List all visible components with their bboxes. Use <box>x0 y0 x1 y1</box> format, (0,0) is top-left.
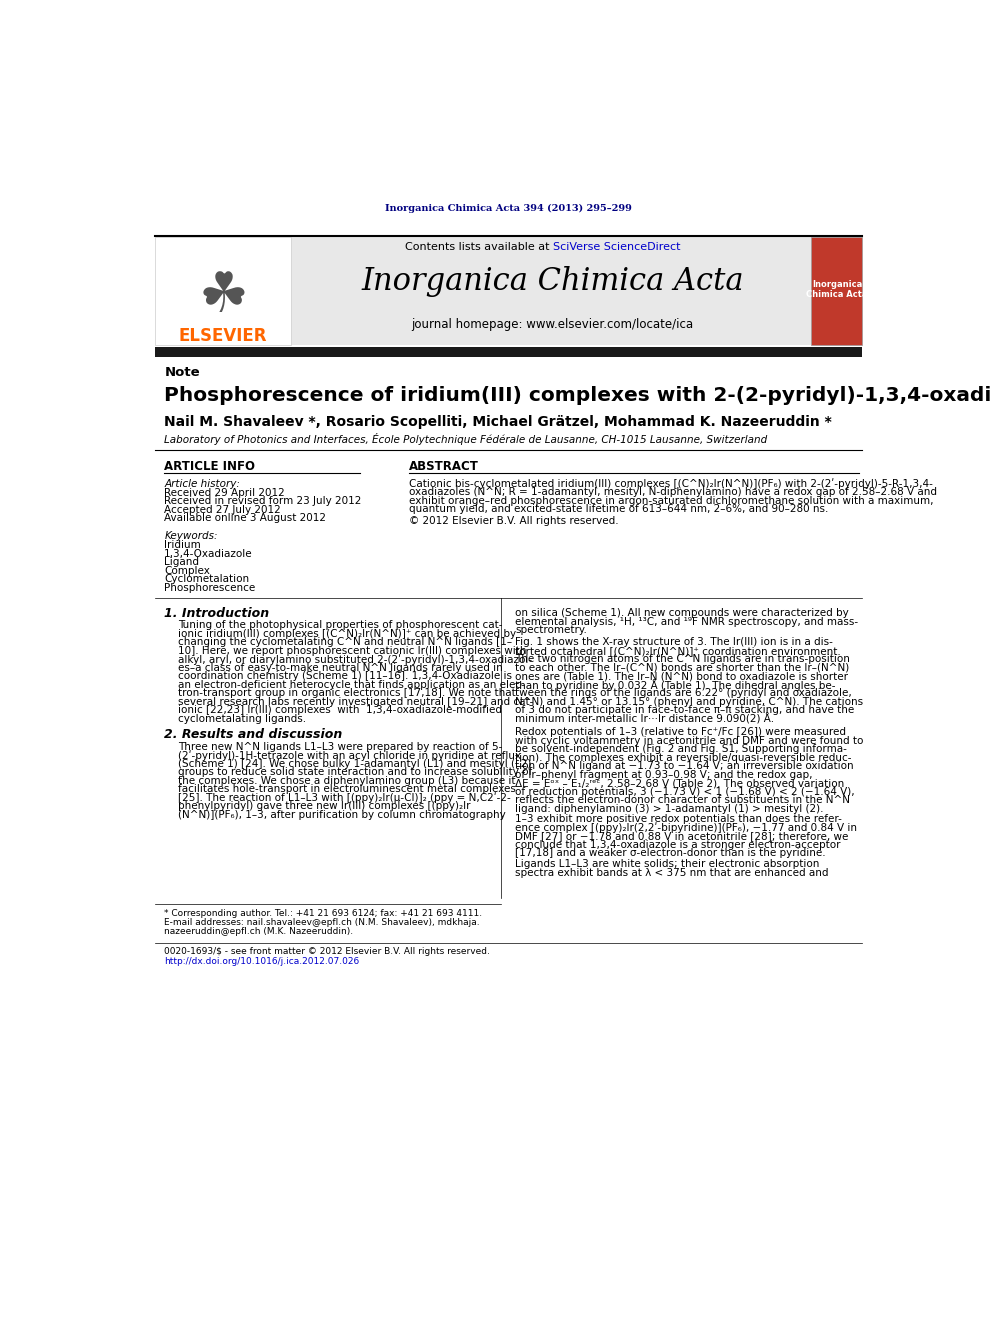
Text: elemental analysis, ¹H, ¹³C, and ¹⁹F NMR spectroscopy, and mass-: elemental analysis, ¹H, ¹³C, and ¹⁹F NMR… <box>516 617 858 627</box>
FancyBboxPatch shape <box>811 237 862 345</box>
Text: several research labs recently investigated neutral [19–21] and cat-: several research labs recently investiga… <box>179 697 534 706</box>
Text: journal homepage: www.elsevier.com/locate/ica: journal homepage: www.elsevier.com/locat… <box>412 318 693 331</box>
Text: an electron-deficient heterocycle that finds application as an elec-: an electron-deficient heterocycle that f… <box>179 680 525 689</box>
Text: ARTICLE INFO: ARTICLE INFO <box>165 460 255 474</box>
Text: alkyl, aryl, or diarylamino substituted 2-(2ʹ-pyridyl)-1,3,4-oxadiazol-: alkyl, aryl, or diarylamino substituted … <box>179 654 533 664</box>
Text: tron-transport group in organic electronics [17,18]. We note that: tron-transport group in organic electron… <box>179 688 516 699</box>
Text: Cyclometalation: Cyclometalation <box>165 574 249 585</box>
Text: Received in revised form 23 July 2012: Received in revised form 23 July 2012 <box>165 496 362 507</box>
Text: (Scheme 1) [24]. We chose bulky 1-adamantyl (L1) and mesityl (L2): (Scheme 1) [24]. We chose bulky 1-adaman… <box>179 759 532 769</box>
Text: with cyclic voltammetry in acetonitrile and DMF and were found to: with cyclic voltammetry in acetonitrile … <box>516 736 864 746</box>
Text: (N^N)](PF₆), 1–3, after purification by column chromatography: (N^N)](PF₆), 1–3, after purification by … <box>179 810 506 820</box>
Text: Phosphorescence of iridium(III) complexes with 2-(2-pyridyl)-1,3,4-oxadiazoles: Phosphorescence of iridium(III) complexe… <box>165 386 992 405</box>
Text: oxadiazoles (N^N; R = 1-adamantyl, mesityl, N-diphenylamino) have a redox gap of: oxadiazoles (N^N; R = 1-adamantyl, mesit… <box>409 487 937 497</box>
Text: spectrometry.: spectrometry. <box>516 624 587 635</box>
FancyBboxPatch shape <box>155 237 291 345</box>
Text: DMF [27] or −1.78 and 0.88 V in acetonitrile [28]; therefore, we: DMF [27] or −1.78 and 0.88 V in acetonit… <box>516 831 849 841</box>
Text: Tuning of the photophysical properties of phosphorescent cat-: Tuning of the photophysical properties o… <box>179 620 503 630</box>
Text: ligand: diphenylamino (3) > 1-adamantyl (1) > mesityl (2).: ligand: diphenylamino (3) > 1-adamantyl … <box>516 803 824 814</box>
Text: ionic [22,23] Ir(III) complexes  with  1,3,4-oxadiazole-modified: ionic [22,23] Ir(III) complexes with 1,3… <box>179 705 502 714</box>
Text: Contents lists available at: Contents lists available at <box>405 242 553 253</box>
Text: Ligand: Ligand <box>165 557 199 568</box>
Text: es–a class of easy-to-make neutral N^N ligands rarely used in: es–a class of easy-to-make neutral N^N l… <box>179 663 503 672</box>
Text: Fig. 1 shows the X-ray structure of 3. The Ir(III) ion is in a dis-: Fig. 1 shows the X-ray structure of 3. T… <box>516 638 833 647</box>
Text: reflects the electron-donor character of substituents in the N^N: reflects the electron-donor character of… <box>516 795 850 806</box>
Text: torted octahedral [(C^N)₂Ir(N^N)]⁺ coordination environment.: torted octahedral [(C^N)₂Ir(N^N)]⁺ coord… <box>516 646 841 656</box>
Text: E-mail addresses: nail.shavaleev@epfl.ch (N.M. Shavaleev), mdkhaja.: E-mail addresses: nail.shavaleev@epfl.ch… <box>165 918 480 927</box>
Text: ΔE = Eᵒˣ – E₁/₂ʳᵉᶜ, 2.58–2.68 V (Table 2). The observed variation: ΔE = Eᵒˣ – E₁/₂ʳᵉᶜ, 2.58–2.68 V (Table 2… <box>516 778 844 789</box>
Text: Accepted 27 July 2012: Accepted 27 July 2012 <box>165 505 281 515</box>
Text: conclude that 1,3,4-oxadiazole is a stronger electron-acceptor: conclude that 1,3,4-oxadiazole is a stro… <box>516 840 841 849</box>
Text: © 2012 Elsevier B.V. All rights reserved.: © 2012 Elsevier B.V. All rights reserved… <box>409 516 619 525</box>
Text: tion of N^N ligand at −1.73 to −1.64 V; an irreversible oxidation: tion of N^N ligand at −1.73 to −1.64 V; … <box>516 761 854 771</box>
Text: Redox potentials of 1–3 (relative to Fc⁺/Fc [26]) were measured: Redox potentials of 1–3 (relative to Fc⁺… <box>516 728 846 737</box>
Text: exhibit orange–red phosphorescence in argon-saturated dichloromethane solution w: exhibit orange–red phosphorescence in ar… <box>409 496 933 505</box>
Text: 2. Results and discussion: 2. Results and discussion <box>165 728 342 741</box>
Text: Phosphorescence: Phosphorescence <box>165 582 256 593</box>
Text: 1–3 exhibit more positive redox potentials than does the refer-: 1–3 exhibit more positive redox potentia… <box>516 815 842 824</box>
Text: Inorganica
Chimica Acta: Inorganica Chimica Acta <box>806 280 868 299</box>
Text: of Ir–phenyl fragment at 0.93–0.98 V; and the redox gap,: of Ir–phenyl fragment at 0.93–0.98 V; an… <box>516 770 812 779</box>
Text: than to pyridine by 0.032 Å (Table 1). The dihedral angles be-: than to pyridine by 0.032 Å (Table 1). T… <box>516 679 836 691</box>
Text: nazeeruddin@epfl.ch (M.K. Nazeeruddin).: nazeeruddin@epfl.ch (M.K. Nazeeruddin). <box>165 927 353 937</box>
Text: the complexes. We chose a diphenylamino group (L3) because it: the complexes. We chose a diphenylamino … <box>179 775 516 786</box>
Text: Cationic bis-cyclometalated iridium(III) complexes [(C^N)₂Ir(N^N)](PF₆) with 2-(: Cationic bis-cyclometalated iridium(III)… <box>409 479 933 490</box>
Text: be solvent-independent (Fig. 2 and Fig. S1, Supporting informa-: be solvent-independent (Fig. 2 and Fig. … <box>516 745 847 754</box>
Text: Note: Note <box>165 366 200 380</box>
Text: Iridium: Iridium <box>165 540 201 550</box>
Text: The two nitrogen atoms of the C^N ligands are in trans-position: The two nitrogen atoms of the C^N ligand… <box>516 655 850 664</box>
Text: minimum inter-metallic Ir···Ir distance 9.090(2) Å.: minimum inter-metallic Ir···Ir distance … <box>516 713 775 724</box>
Text: Article history:: Article history: <box>165 479 240 488</box>
Text: Received 29 April 2012: Received 29 April 2012 <box>165 488 285 497</box>
Text: http://dx.doi.org/10.1016/j.ica.2012.07.026: http://dx.doi.org/10.1016/j.ica.2012.07.… <box>165 957 359 966</box>
Text: SciVerse ScienceDirect: SciVerse ScienceDirect <box>553 242 681 253</box>
Text: coordination chemistry (Scheme 1) [11–16]. 1,3,4-Oxadiazole is: coordination chemistry (Scheme 1) [11–16… <box>179 671 512 681</box>
Text: [25]. The reaction of L1–L3 with [(ppy)₂Ir(μ-Cl)]₂ (ppy = N,C2ʹ-2-: [25]. The reaction of L1–L3 with [(ppy)₂… <box>179 792 511 803</box>
Text: quantum yield, and excited-state lifetime of 613–644 nm, 2–6%, and 90–280 ns.: quantum yield, and excited-state lifetim… <box>409 504 828 515</box>
Text: cyclometalating ligands.: cyclometalating ligands. <box>179 713 307 724</box>
Text: 1,3,4-Oxadiazole: 1,3,4-Oxadiazole <box>165 549 253 558</box>
Text: Three new N^N ligands L1–L3 were prepared by reaction of 5-: Three new N^N ligands L1–L3 were prepare… <box>179 742 503 751</box>
Text: ionic iridium(III) complexes [(C^N)₂Ir(N^N)]⁺ can be achieved by: ionic iridium(III) complexes [(C^N)₂Ir(N… <box>179 628 517 639</box>
Text: Available online 3 August 2012: Available online 3 August 2012 <box>165 513 326 524</box>
Text: 10]. Here, we report phosphorescent cationic Ir(III) complexes with: 10]. Here, we report phosphorescent cati… <box>179 646 527 656</box>
Text: [17,18] and a weaker σ-electron-donor than is the pyridine.: [17,18] and a weaker σ-electron-donor th… <box>516 848 826 859</box>
FancyBboxPatch shape <box>291 237 811 345</box>
Text: ence complex [(ppy)₂Ir(2,2ʹ-bipyridine)](PF₆), −1.77 and 0.84 V in: ence complex [(ppy)₂Ir(2,2ʹ-bipyridine)]… <box>516 823 857 833</box>
Text: tween the rings of the ligands are 6.22° (pyridyl and oxadiazole,: tween the rings of the ligands are 6.22°… <box>516 688 852 699</box>
Text: facilitates hole-transport in electroluminescent metal complexes: facilitates hole-transport in electrolum… <box>179 785 516 794</box>
Text: 1. Introduction: 1. Introduction <box>165 606 270 619</box>
Text: * Corresponding author. Tel.: +41 21 693 6124; fax: +41 21 693 4111.: * Corresponding author. Tel.: +41 21 693… <box>165 909 482 918</box>
Text: ones are (Table 1). The Ir–N (N^N) bond to oxadiazole is shorter: ones are (Table 1). The Ir–N (N^N) bond … <box>516 671 848 681</box>
Text: of reduction potentials, 3 (−1.73 V) < 1 (−1.68 V) < 2 (−1.64 V),: of reduction potentials, 3 (−1.73 V) < 1… <box>516 787 855 796</box>
Text: groups to reduce solid state interaction and to increase solubility of: groups to reduce solid state interaction… <box>179 767 533 778</box>
Text: phenylpyridyl) gave three new Ir(III) complexes [(ppy)₂Ir: phenylpyridyl) gave three new Ir(III) co… <box>179 802 471 811</box>
FancyBboxPatch shape <box>155 347 862 357</box>
Text: Nail M. Shavaleev *, Rosario Scopelliti, Michael Grätzel, Mohammad K. Nazeeruddi: Nail M. Shavaleev *, Rosario Scopelliti,… <box>165 415 832 429</box>
Text: Laboratory of Photonics and Interfaces, École Polytechnique Fédérale de Lausanne: Laboratory of Photonics and Interfaces, … <box>165 433 768 445</box>
Text: Inorganica Chimica Acta: Inorganica Chimica Acta <box>361 266 744 298</box>
Text: Keywords:: Keywords: <box>165 531 218 541</box>
Text: ABSTRACT: ABSTRACT <box>409 460 479 474</box>
Text: changing the cyclometalating C^N and neutral N^N ligands [1–: changing the cyclometalating C^N and neu… <box>179 638 513 647</box>
Text: (2ʹ-pyridyl)-1H-tetrazole with an acyl chloride in pyridine at reflux: (2ʹ-pyridyl)-1H-tetrazole with an acyl c… <box>179 750 522 761</box>
Text: Complex: Complex <box>165 566 210 576</box>
Text: Inorganica Chimica Acta 394 (2013) 295–299: Inorganica Chimica Acta 394 (2013) 295–2… <box>385 204 632 213</box>
Text: N^N) and 1.45° or 13.15° (phenyl and pyridine, C^N). The cations: N^N) and 1.45° or 13.15° (phenyl and pyr… <box>516 697 863 706</box>
Text: Ligands L1–L3 are white solids; their electronic absorption: Ligands L1–L3 are white solids; their el… <box>516 859 819 869</box>
Text: tion). The complexes exhibit a reversible/quasi-reversible reduc-: tion). The complexes exhibit a reversibl… <box>516 753 852 763</box>
Text: ELSEVIER: ELSEVIER <box>179 327 268 345</box>
Text: on silica (Scheme 1). All new compounds were characterized by: on silica (Scheme 1). All new compounds … <box>516 609 849 618</box>
Text: of 3 do not participate in face-to-face π–π stacking, and have the: of 3 do not participate in face-to-face … <box>516 705 855 714</box>
Text: 0020-1693/$ - see front matter © 2012 Elsevier B.V. All rights reserved.: 0020-1693/$ - see front matter © 2012 El… <box>165 947 490 957</box>
Text: spectra exhibit bands at λ < 375 nm that are enhanced and: spectra exhibit bands at λ < 375 nm that… <box>516 868 829 877</box>
Text: to each other. The Ir–(C^N) bonds are shorter than the Ir–(N^N): to each other. The Ir–(C^N) bonds are sh… <box>516 663 849 672</box>
Text: ☘: ☘ <box>198 270 248 324</box>
